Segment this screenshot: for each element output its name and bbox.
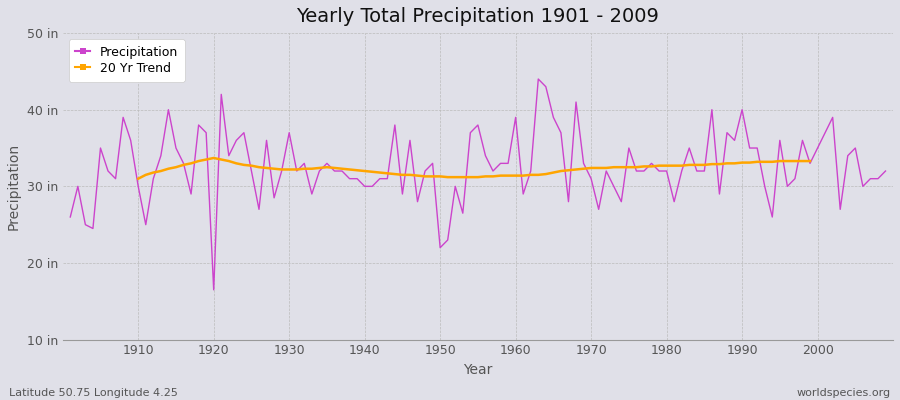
Text: Latitude 50.75 Longitude 4.25: Latitude 50.75 Longitude 4.25 (9, 388, 178, 398)
Text: worldspecies.org: worldspecies.org (796, 388, 891, 398)
Title: Yearly Total Precipitation 1901 - 2009: Yearly Total Precipitation 1901 - 2009 (296, 7, 660, 26)
Legend: Precipitation, 20 Yr Trend: Precipitation, 20 Yr Trend (69, 39, 184, 82)
Y-axis label: Precipitation: Precipitation (7, 143, 21, 230)
X-axis label: Year: Year (464, 363, 492, 377)
